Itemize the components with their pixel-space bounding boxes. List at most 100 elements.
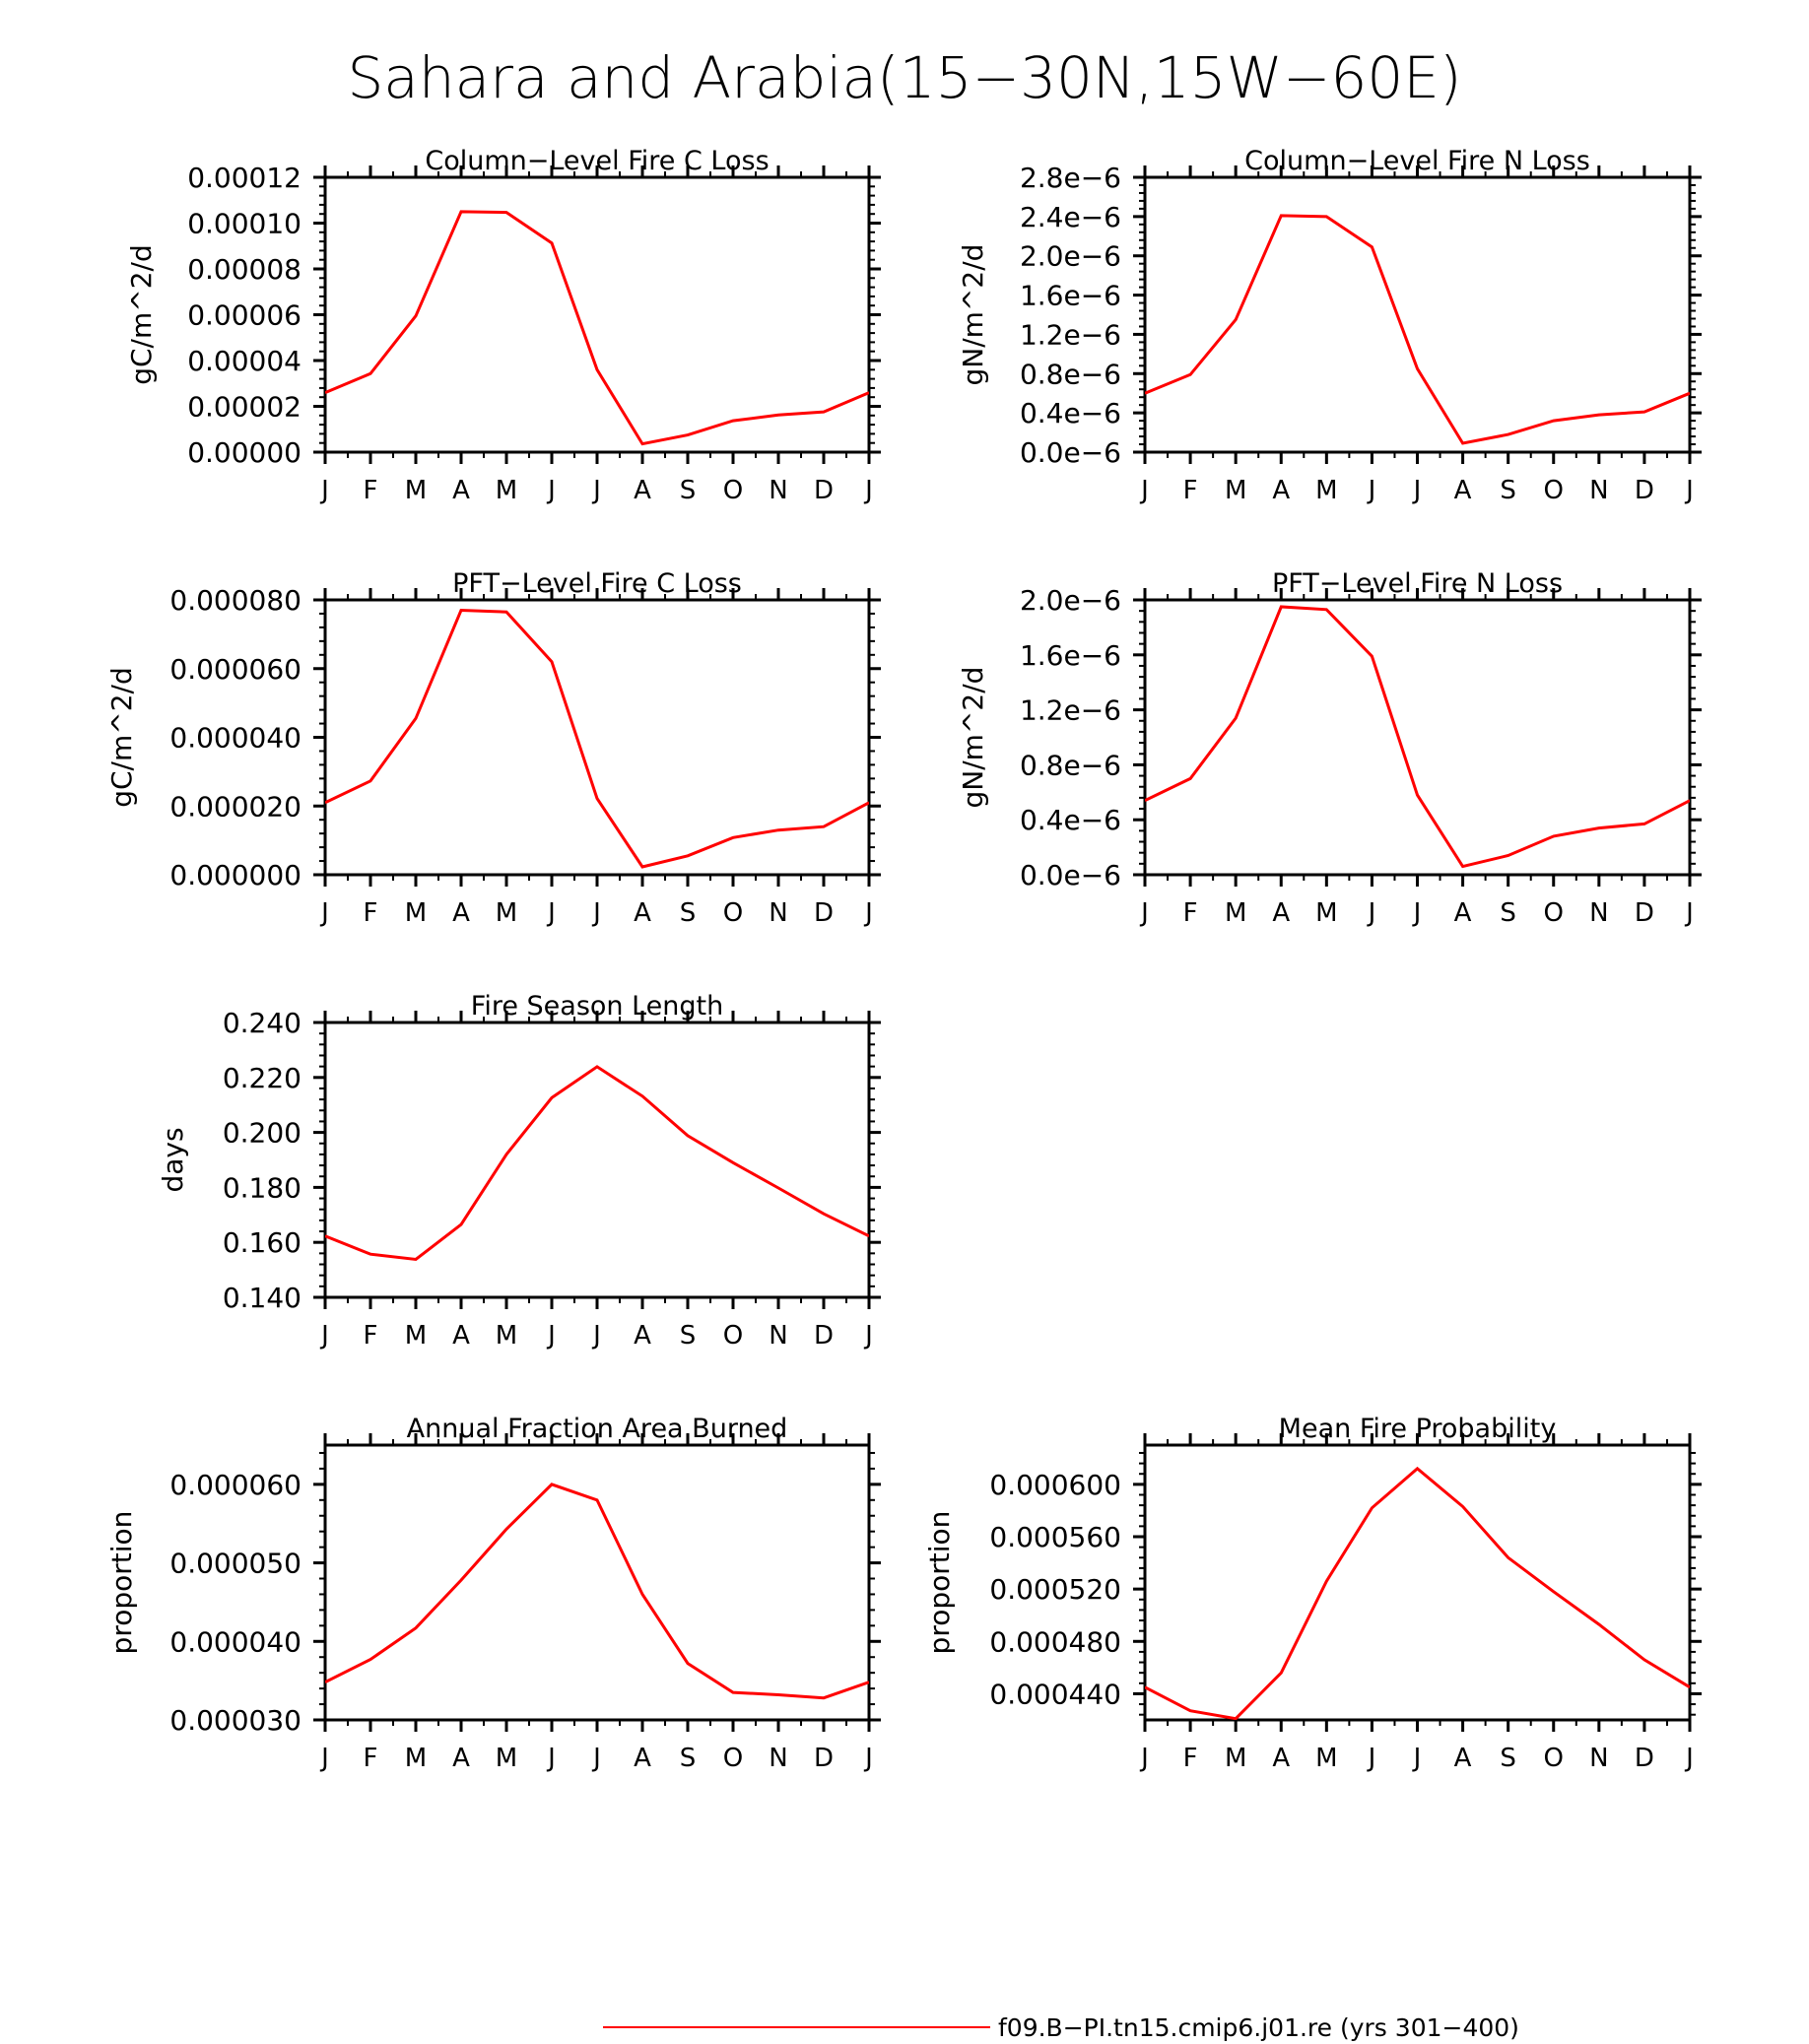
y-tick-label: 1.6e−6 [1020, 639, 1121, 672]
x-tick-label: J [591, 1744, 601, 1773]
series-line [325, 210, 869, 446]
x-tick-label: S [680, 476, 697, 505]
x-tick-label: J [1367, 1744, 1376, 1773]
y-axis-label: proportion [105, 1511, 138, 1655]
x-tick-label: N [769, 1321, 787, 1351]
y-tick-label: 0.160 [223, 1226, 302, 1259]
y-tick-label: 0.00010 [187, 208, 302, 240]
x-tick-label: A [634, 1321, 651, 1351]
y-tick-label: 0.8e−6 [1020, 749, 1121, 781]
x-tick-label: M [405, 1744, 427, 1773]
x-tick-label: D [1635, 1744, 1654, 1773]
plot-frame [323, 175, 871, 454]
x-tick-label: O [1544, 476, 1564, 505]
x-tick-label: S [680, 1744, 697, 1773]
y-tick-label: 0.000060 [169, 1469, 302, 1501]
y-tick-label: 0.00004 [187, 345, 302, 377]
series-line [1145, 605, 1690, 869]
x-tick-label: D [814, 1321, 834, 1351]
x-tick-label: D [814, 476, 834, 505]
y-axis-label: gC/m^2/d [105, 667, 138, 808]
y-tick-label: 0.140 [223, 1282, 302, 1314]
y-tick-label: 0.00006 [187, 299, 302, 332]
y-tick-label: 0.000060 [169, 653, 302, 686]
x-tick-label: A [634, 1744, 651, 1773]
x-tick-label: M [496, 1321, 517, 1351]
x-tick-label: F [364, 476, 378, 505]
x-tick-label: J [1139, 476, 1149, 505]
x-tick-label: M [1225, 1744, 1246, 1773]
y-tick-label: 0.000040 [169, 1625, 302, 1658]
x-tick-label: O [1544, 898, 1564, 928]
x-tick-label: A [634, 476, 651, 505]
y-tick-label: 0.00012 [187, 162, 302, 194]
x-tick-label: F [364, 1744, 378, 1773]
plot-frame [1143, 1443, 1692, 1722]
x-tick-label: A [452, 1321, 470, 1351]
x-tick-label: M [496, 898, 517, 928]
x-tick-label: S [1500, 476, 1516, 505]
y-tick-label: 0.4e−6 [1020, 804, 1121, 836]
x-tick-label: J [591, 476, 601, 505]
x-tick-label: A [452, 1744, 470, 1773]
x-tick-label: J [319, 898, 329, 928]
y-tick-label: 0.000600 [989, 1469, 1121, 1501]
x-tick-label: N [769, 898, 787, 928]
x-tick-label: D [1635, 476, 1654, 505]
x-tick-label: A [1272, 1744, 1290, 1773]
y-tick-label: 0.00000 [187, 436, 302, 469]
x-tick-label: D [1635, 898, 1654, 928]
x-tick-label: M [1315, 476, 1337, 505]
y-axis-label: gN/m^2/d [957, 244, 989, 386]
x-tick-label: J [863, 1321, 873, 1351]
x-tick-label: N [769, 1744, 787, 1773]
x-tick-label: A [1454, 898, 1472, 928]
x-tick-label: N [1589, 476, 1608, 505]
x-tick-label: J [546, 898, 556, 928]
x-tick-label: A [1454, 1744, 1472, 1773]
plot-frame [1143, 598, 1692, 877]
series-line [325, 1065, 869, 1262]
y-tick-label: 0.000050 [169, 1548, 302, 1580]
y-axis-label: gC/m^2/d [125, 244, 158, 385]
x-tick-label: O [723, 1321, 743, 1351]
y-tick-label: 1.6e−6 [1020, 280, 1121, 312]
x-tick-label: J [863, 1744, 873, 1773]
x-tick-label: F [1183, 476, 1198, 505]
series-line [325, 1483, 869, 1700]
x-tick-label: F [364, 898, 378, 928]
y-tick-label: 0.000080 [169, 584, 302, 617]
x-tick-label: J [1139, 898, 1149, 928]
x-tick-label: J [1367, 476, 1376, 505]
x-tick-label: M [1225, 898, 1246, 928]
plot-frame [1143, 175, 1692, 454]
y-tick-label: 0.200 [223, 1117, 302, 1150]
x-tick-label: J [1412, 1744, 1422, 1773]
x-tick-label: F [1183, 1744, 1198, 1773]
x-tick-label: M [1315, 1744, 1337, 1773]
y-tick-label: 0.180 [223, 1171, 302, 1204]
x-tick-label: J [1367, 898, 1376, 928]
series-line [1145, 214, 1690, 445]
x-tick-label: J [546, 476, 556, 505]
x-tick-label: O [723, 476, 743, 505]
y-tick-label: 0.240 [223, 1007, 302, 1039]
y-tick-label: 2.4e−6 [1020, 201, 1121, 233]
x-tick-label: J [591, 1321, 601, 1351]
y-tick-label: 2.0e−6 [1020, 584, 1121, 617]
x-tick-label: A [452, 898, 470, 928]
x-tick-label: A [1272, 898, 1290, 928]
x-tick-label: J [319, 1321, 329, 1351]
x-tick-label: M [1225, 476, 1246, 505]
x-tick-label: J [319, 476, 329, 505]
legend-label: f09.B−PI.tn15.cmip6.j01.re (yrs 301−400) [998, 2013, 1519, 2042]
y-tick-label: 0.000560 [989, 1521, 1121, 1553]
x-tick-label: J [546, 1744, 556, 1773]
x-tick-label: M [496, 476, 517, 505]
y-tick-label: 0.00002 [187, 391, 302, 424]
y-tick-label: 0.0e−6 [1020, 436, 1121, 469]
y-axis-label: days [157, 1127, 189, 1192]
